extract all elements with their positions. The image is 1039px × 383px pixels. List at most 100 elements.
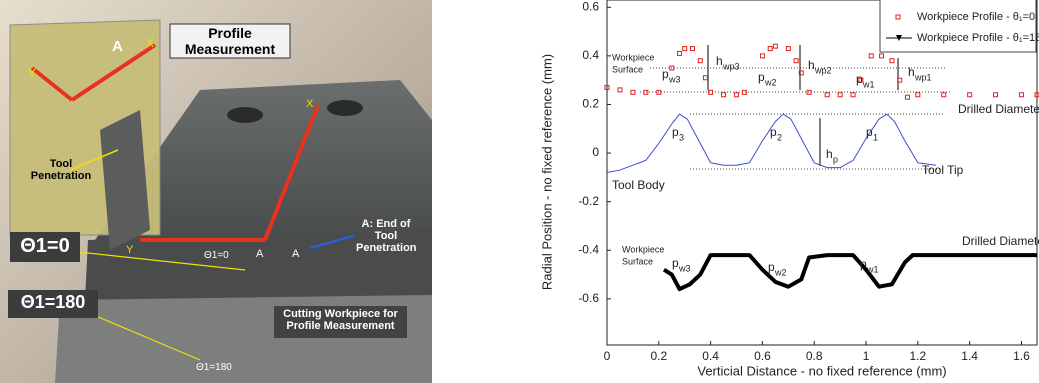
annotation-sub: w2 <box>764 77 777 87</box>
point <box>879 53 885 59</box>
x-tick-label: 1.4 <box>961 349 978 363</box>
series-line <box>606 113 937 173</box>
photo-label: Θ1=0 <box>204 250 229 261</box>
photo-label: X <box>306 98 314 110</box>
annotation: Drilled Diameter <box>958 102 1039 116</box>
point <box>824 92 830 98</box>
photo-label: Y <box>28 66 37 80</box>
legend-box <box>879 0 1037 53</box>
annotation: h <box>716 54 723 68</box>
photo-label: Tool Penetration <box>30 158 92 182</box>
annotation-sub: wp1 <box>914 72 932 82</box>
dimension-arrows <box>707 45 899 166</box>
x-tick-label: 0 <box>604 349 611 363</box>
legend-label: Workpiece Profile - θ₁=180 <box>917 32 1039 44</box>
y-tick-label: 0.4 <box>582 48 599 62</box>
point <box>617 87 623 93</box>
series-line <box>662 253 1037 292</box>
point <box>604 84 610 90</box>
point <box>896 35 902 41</box>
annotation: h <box>908 65 915 79</box>
annotation: Surface <box>612 64 643 74</box>
annotation: h <box>826 147 833 161</box>
annotation-sub: wp3 <box>722 61 740 71</box>
annotation: p <box>768 260 775 274</box>
legend-label: Tool Profile <box>917 0 971 2</box>
point <box>904 94 910 100</box>
point <box>682 46 688 52</box>
point <box>741 89 747 95</box>
point <box>993 92 999 98</box>
point <box>772 43 778 49</box>
point <box>767 46 773 52</box>
point <box>708 89 714 95</box>
point <box>1018 92 1024 98</box>
point <box>967 92 973 98</box>
annotation-sub: w2 <box>774 267 787 277</box>
legend-label: Workpiece Profile - θ₁=0 <box>917 11 1035 23</box>
point <box>677 50 683 56</box>
photo: Profile Measurement A X Y Tool Penetrati… <box>0 0 432 383</box>
point <box>915 92 921 98</box>
point <box>837 92 843 98</box>
photo-label: X <box>146 36 155 50</box>
y-tick-label: -0.6 <box>578 291 599 305</box>
point <box>798 70 804 76</box>
point <box>656 89 662 95</box>
annotation: p <box>672 125 679 139</box>
photo-label: Profile Measurement <box>184 25 276 57</box>
annotation: Drilled Diameter <box>962 234 1039 248</box>
point <box>941 92 947 98</box>
point <box>806 89 812 95</box>
point <box>689 46 695 52</box>
y-tick-label: -0.4 <box>578 242 599 256</box>
point <box>895 14 901 20</box>
annotation: h <box>808 58 815 72</box>
point <box>1034 92 1039 98</box>
point <box>785 46 791 52</box>
x-tick-label: 0.2 <box>650 349 667 363</box>
point <box>759 53 765 59</box>
annotation: Workpiece <box>622 244 664 254</box>
annotation: p <box>672 256 679 270</box>
photo-label: Θ1=0 <box>20 235 70 257</box>
point <box>630 89 636 95</box>
annotation: p <box>770 125 777 139</box>
x-tick-label: 0.4 <box>702 349 719 363</box>
annotation: Tool Body <box>612 178 665 192</box>
x-tick-label: 1 <box>863 349 870 363</box>
photo-label: Θ1=180 <box>20 292 86 312</box>
annotation-sub: 1 <box>873 132 878 142</box>
photo-label: A: End of Tool Penetration <box>356 218 417 254</box>
y-tick-label: 0.6 <box>582 0 599 13</box>
y-tick-label: -0.2 <box>578 194 599 208</box>
annotation: p <box>758 70 765 84</box>
annotation: p <box>662 67 669 81</box>
y-axis-label: Radial Position - no fixed reference (mm… <box>539 54 554 290</box>
annotation-sub: w1 <box>866 264 879 274</box>
point <box>643 89 649 95</box>
annotation-sub: w3 <box>668 74 681 84</box>
annotation-sub: 2 <box>777 132 782 142</box>
x-tick-label: 1.6 <box>1013 349 1030 363</box>
annotation-sub: wp2 <box>814 65 832 75</box>
photo-label: A <box>292 248 300 260</box>
annotation: p <box>866 125 873 139</box>
x-tick-label: 0.8 <box>806 349 823 363</box>
photo-label: A <box>112 38 123 55</box>
photo-label: Θ1=180 <box>196 362 232 373</box>
photo-label: A <box>256 248 264 260</box>
photo-label: Cutting Workpiece for Profile Measuremen… <box>283 308 398 332</box>
reference-lines <box>640 67 950 170</box>
x-tick-label: 0.6 <box>754 349 771 363</box>
y-tick-label: 0.2 <box>582 97 599 111</box>
annotation-sub: 3 <box>679 132 684 142</box>
point <box>897 77 903 83</box>
point <box>702 75 708 81</box>
annotation-sub: p <box>833 154 838 164</box>
point <box>858 77 864 83</box>
point <box>721 92 727 98</box>
annotation-sub: w3 <box>678 263 691 273</box>
